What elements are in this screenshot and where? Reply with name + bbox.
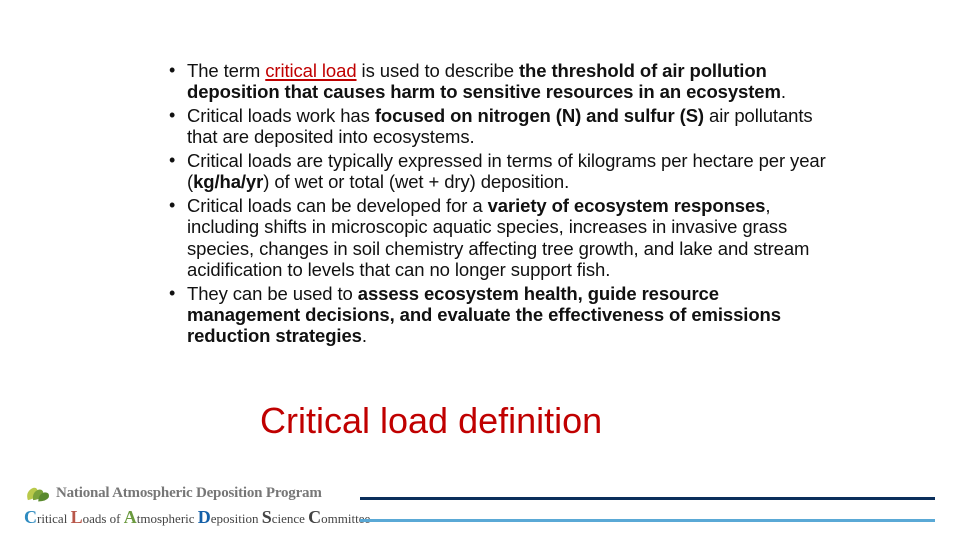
text-run: focused on nitrogen (N) and sulfur (S)	[375, 105, 709, 126]
logo-part: cience	[272, 511, 308, 526]
text-run: The term	[187, 60, 265, 81]
logo-part: ritical	[37, 511, 71, 526]
logo-part: A	[124, 507, 137, 527]
text-run: .	[362, 325, 367, 346]
logo-part: C	[24, 507, 37, 527]
text-run: kg/ha/yr	[193, 171, 263, 192]
text-run: variety of ecosystem responses	[488, 195, 766, 216]
bullet-item: The term critical load is used to descri…	[165, 60, 835, 103]
slide-title: Critical load definition	[260, 400, 602, 442]
text-run: is used to describe	[357, 60, 519, 81]
logo-part: tmospheric	[137, 511, 198, 526]
text-run: They can be used to	[187, 283, 358, 304]
leaf-icon	[24, 482, 50, 504]
text-run: critical load	[265, 60, 356, 81]
bullet-list: The term critical load is used to descri…	[165, 60, 835, 347]
divider-dark	[360, 497, 935, 500]
divider-light	[360, 519, 935, 522]
logo-part: S	[262, 507, 272, 527]
logo-part: L	[71, 507, 83, 527]
slide: The term critical load is used to descri…	[0, 0, 960, 540]
bullet-item: They can be used to assess ecosystem hea…	[165, 283, 835, 347]
logo-part: C	[308, 507, 321, 527]
bullet-item: Critical loads work has focused on nitro…	[165, 105, 835, 148]
text-run: .	[781, 81, 786, 102]
nadp-text: National Atmospheric Deposition Program	[56, 485, 322, 502]
text-run: ) of wet or total (wet + dry) deposition…	[263, 171, 569, 192]
text-run: Critical loads can be developed for a	[187, 195, 488, 216]
nadp-logo: National Atmospheric Deposition Program	[24, 482, 322, 504]
bullet-content: The term critical load is used to descri…	[165, 60, 835, 349]
text-run: Critical loads work has	[187, 105, 375, 126]
footer: National Atmospheric Deposition Program …	[0, 472, 960, 540]
bullet-item: Critical loads can be developed for a va…	[165, 195, 835, 281]
logo-part: oads of	[83, 511, 124, 526]
cladsc-logo: Critical Loads of Atmospheric Deposition…	[24, 507, 370, 528]
logo-part: eposition	[211, 511, 262, 526]
bullet-item: Critical loads are typically expressed i…	[165, 150, 835, 193]
logo-part: D	[198, 507, 211, 527]
